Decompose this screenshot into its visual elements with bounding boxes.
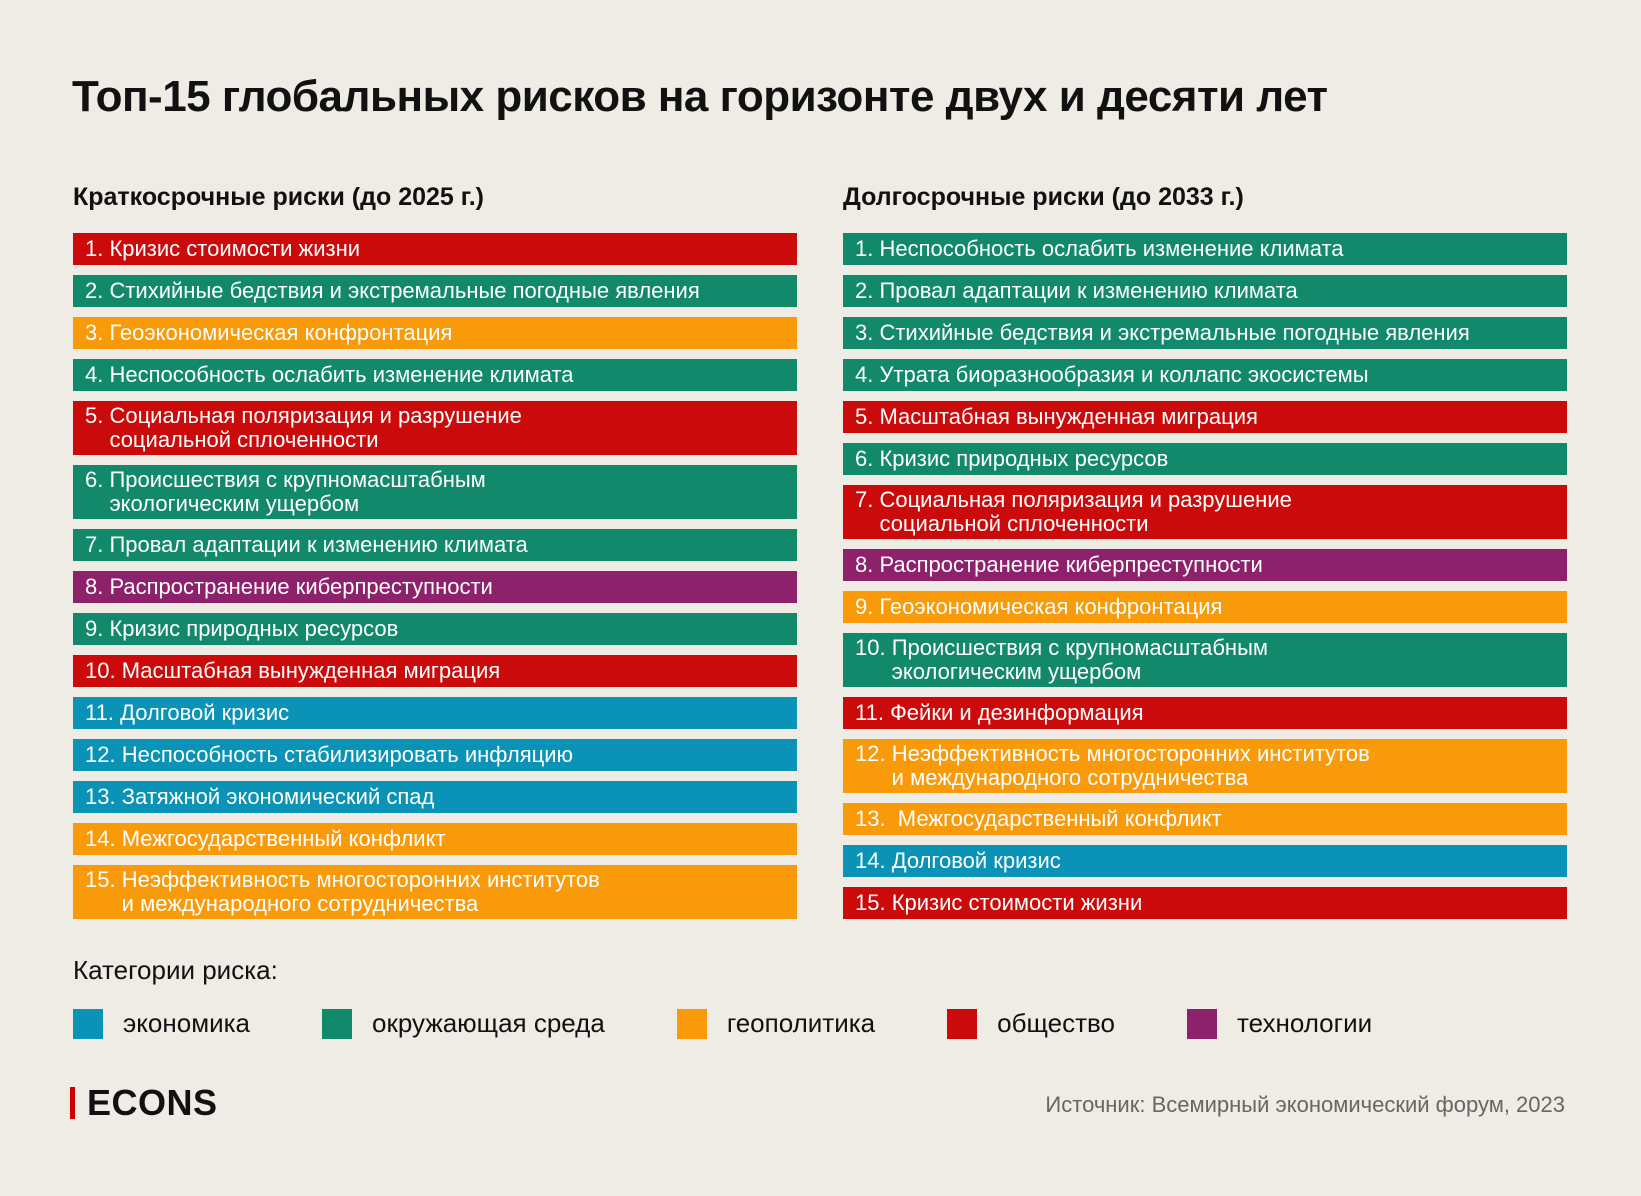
risk-label: 11. Долговой кризис — [85, 700, 290, 725]
risk-label: 15. Неэффективность многосторонних инсти… — [85, 867, 600, 916]
legend: экономика окружающая среда геополитика обще… — [73, 1008, 1551, 1039]
risk-row: 3. Стихийные бедствия и экстремальные по… — [843, 317, 1567, 349]
source-note: Источник: Всемирный экономический форум,… — [1045, 1092, 1565, 1117]
legend-item-geopolitics: геополитика — [676, 1008, 876, 1039]
legend-swatch-icon — [947, 1008, 978, 1039]
risk-row: 2. Провал адаптации к изменению климата — [843, 275, 1567, 307]
risk-label: 8. Распространение киберпреступности — [855, 552, 1263, 577]
risk-label: 13. Затяжной экономический спад — [85, 784, 435, 809]
legend-swatch-icon — [1186, 1008, 1217, 1039]
risk-row: 4. Утрата биоразнообразия и коллапс экос… — [843, 359, 1567, 391]
legend-item-society: общество — [947, 1008, 1115, 1039]
risk-row: 13. Затяжной экономический спад — [73, 781, 797, 813]
risk-label: 3. Геоэкономическая конфронтация — [85, 320, 453, 345]
risk-label: 14. Межгосударственный конфликт — [85, 826, 446, 851]
risk-row: 10. Масштабная вынужденная миграция — [73, 655, 797, 687]
legend-swatch-icon — [322, 1008, 353, 1039]
risk-label: 2. Провал адаптации к изменению климата — [855, 278, 1298, 303]
legend-item-technology: технологии — [1186, 1008, 1373, 1039]
risk-label: 7. Социальная поляризация и разрушение с… — [855, 487, 1292, 536]
long-term-list: 1. Неспособность ослабить изменение клим… — [843, 233, 1567, 919]
legend-label: окружающая среда — [372, 1008, 605, 1038]
legend-item-environment: окружающая среда — [322, 1008, 605, 1039]
brand-name: ECONS — [87, 1082, 218, 1123]
risk-label: 1. Кризис стоимости жизни — [85, 236, 361, 261]
risk-label: 1. Неспособность ослабить изменение клим… — [855, 236, 1344, 261]
risk-label: 2. Стихийные бедствия и экстремальные по… — [85, 278, 700, 303]
risk-row: 5. Масштабная вынужденная миграция — [843, 401, 1567, 433]
risk-row: 15. Кризис стоимости жизни — [843, 887, 1567, 919]
legend-label: общество — [997, 1008, 1115, 1038]
risk-row: 5. Социальная поляризация и разрушение с… — [73, 401, 797, 455]
risk-label: 6. Кризис природных ресурсов — [855, 446, 1169, 471]
risk-label: 13. Межгосударственный конфликт — [855, 806, 1222, 831]
risk-row: 7. Социальная поляризация и разрушение с… — [843, 485, 1567, 539]
page-title: Топ-15 глобальных рисков на горизонте дв… — [72, 72, 1328, 121]
risk-label: 3. Стихийные бедствия и экстремальные по… — [855, 320, 1470, 345]
risk-row: 11. Долговой кризис — [73, 697, 797, 729]
brand-bar-icon — [70, 1087, 75, 1119]
legend-label: экономика — [123, 1008, 251, 1038]
risk-row: 6. Происшествия с крупномасштабным эколо… — [73, 465, 797, 519]
risk-row: 12. Неспособность стабилизировать инфляц… — [73, 739, 797, 771]
risk-row: 9. Кризис природных ресурсов — [73, 613, 797, 645]
risk-row: 1. Кризис стоимости жизни — [73, 233, 797, 265]
risk-row: 14. Долговой кризис — [843, 845, 1567, 877]
risk-row: 4. Неспособность ослабить изменение клим… — [73, 359, 797, 391]
risk-row: 3. Геоэкономическая конфронтация — [73, 317, 797, 349]
risk-label: 4. Утрата биоразнообразия и коллапс экос… — [855, 362, 1369, 387]
legend-item-economy: экономика — [73, 1008, 250, 1039]
risk-label: 5. Социальная поляризация и разрушение с… — [85, 403, 522, 452]
legend-label: технологии — [1236, 1008, 1373, 1038]
risk-label: 10. Масштабная вынужденная миграция — [85, 658, 501, 683]
risk-label: 6. Происшествия с крупномасштабным эколо… — [85, 467, 486, 516]
risk-label: 15. Кризис стоимости жизни — [855, 890, 1143, 915]
risk-label: 12. Неспособность стабилизировать инфляц… — [85, 742, 574, 767]
risk-label: 8. Распространение киберпреступности — [85, 574, 493, 599]
risk-row: 9. Геоэкономическая конфронтация — [843, 591, 1567, 623]
risk-label: 14. Долговой кризис — [855, 848, 1061, 873]
risk-row: 8. Распространение киберпреступности — [73, 571, 797, 603]
risk-row: 13. Межгосударственный конфликт — [843, 803, 1567, 835]
risk-row: 15. Неэффективность многосторонних инсти… — [73, 865, 797, 919]
risk-label: 11. Фейки и дезинформация — [855, 700, 1144, 725]
risk-label: 5. Масштабная вынужденная миграция — [855, 404, 1258, 429]
legend-title: Категории риска: — [73, 955, 278, 985]
short-term-header: Краткосрочные риски (до 2025 г.) — [73, 183, 484, 211]
legend-swatch-icon — [676, 1008, 707, 1039]
long-term-header: Долгосрочные риски (до 2033 г.) — [843, 183, 1244, 211]
risk-label: 12. Неэффективность многосторонних инсти… — [855, 741, 1370, 790]
risk-label: 10. Происшествия с крупномасштабным экол… — [855, 635, 1269, 684]
risk-label: 4. Неспособность ослабить изменение клим… — [85, 362, 574, 387]
risk-label: 7. Провал адаптации к изменению климата — [85, 532, 528, 557]
short-term-column: Краткосрочные риски (до 2025 г.) 1. Криз… — [73, 180, 797, 929]
risk-row: 2. Стихийные бедствия и экстремальные по… — [73, 275, 797, 307]
legend-label: геополитика — [726, 1008, 876, 1038]
risk-label: 9. Кризис природных ресурсов — [85, 616, 399, 641]
risk-label: 9. Геоэкономическая конфронтация — [855, 594, 1223, 619]
short-term-list: 1. Кризис стоимости жизни 2. Стихийные бе… — [73, 233, 797, 919]
risk-row: 6. Кризис природных ресурсов — [843, 443, 1567, 475]
legend-swatch-icon — [73, 1008, 103, 1039]
risk-row: 8. Распространение киберпреступности — [843, 549, 1567, 581]
brand-logo: ECONS — [70, 1082, 218, 1124]
risk-row: 12. Неэффективность многосторонних инсти… — [843, 739, 1567, 793]
risk-row: 10. Происшествия с крупномасштабным экол… — [843, 633, 1567, 687]
risk-row: 14. Межгосударственный конфликт — [73, 823, 797, 855]
risk-row: 1. Неспособность ослабить изменение клим… — [843, 233, 1567, 265]
risk-row: 7. Провал адаптации к изменению климата — [73, 529, 797, 561]
long-term-column: Долгосрочные риски (до 2033 г.) 1. Неспо… — [843, 180, 1567, 929]
risk-row: 11. Фейки и дезинформация — [843, 697, 1567, 729]
